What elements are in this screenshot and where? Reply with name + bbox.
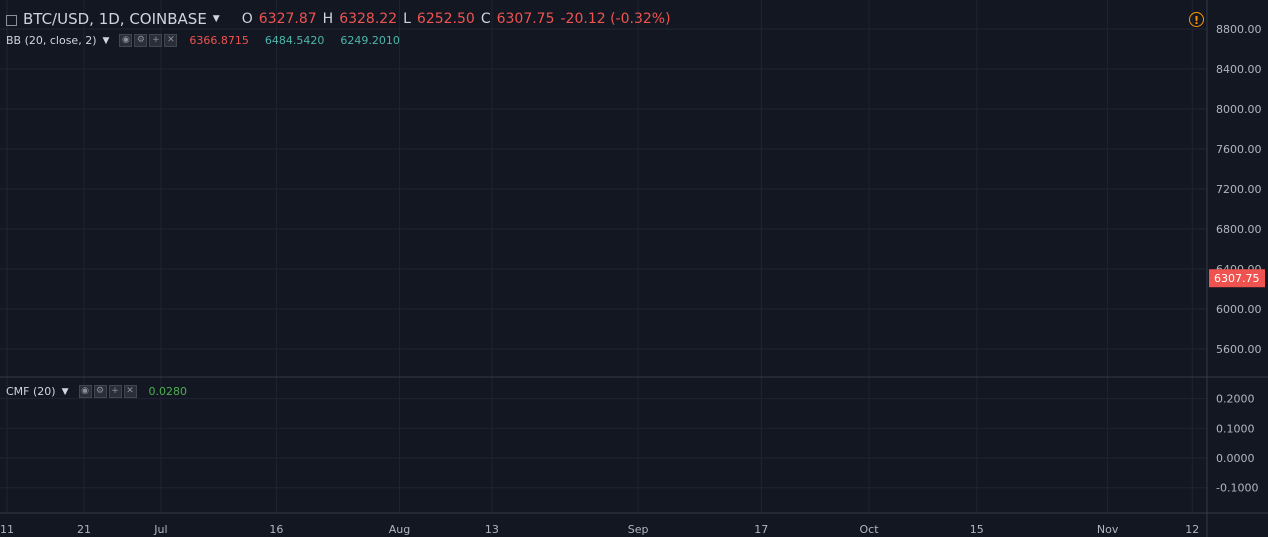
bb-basis-value: 6366.8715 bbox=[189, 34, 249, 47]
close-icon[interactable]: ✕ bbox=[123, 385, 137, 398]
open-label: O bbox=[241, 11, 253, 27]
chart-toggle-icon[interactable] bbox=[6, 14, 17, 26]
cmf-axis-label: 0.2000 bbox=[1216, 393, 1255, 406]
price-axis-label: 7200.00 bbox=[1216, 183, 1262, 196]
current-price-label: 6307.75 bbox=[1214, 272, 1260, 285]
bb-lower-value: 6249.2010 bbox=[340, 34, 400, 47]
symbol-title[interactable]: BTC/USD, 1D, COINBASE bbox=[23, 10, 207, 28]
price-axis-label: 6000.00 bbox=[1216, 303, 1262, 316]
high-value: 6328.22 bbox=[339, 11, 398, 27]
settings-icon[interactable]: ⚙ bbox=[134, 34, 148, 47]
close-label: C bbox=[480, 11, 491, 27]
cmf-axis-label: 0.0000 bbox=[1216, 452, 1255, 465]
cmf-legend: CMF (20) ▼ ◉ ⚙ + ✕ 0.0280 bbox=[6, 385, 187, 398]
symbol-legend: BTC/USD, 1D, COINBASE ▼ O 6327.87 H 6328.2… bbox=[6, 10, 671, 28]
settings-icon[interactable]: ⚙ bbox=[93, 385, 107, 398]
add-icon[interactable]: + bbox=[108, 385, 122, 398]
time-axis-label: 12 bbox=[1185, 523, 1199, 536]
time-axis-label: 21 bbox=[77, 523, 91, 536]
close-icon[interactable]: ✕ bbox=[164, 34, 178, 47]
time-axis-label: Sep bbox=[628, 523, 649, 536]
open-value: 6327.87 bbox=[258, 11, 317, 27]
high-label: H bbox=[322, 11, 334, 27]
price-axis-label: 6800.00 bbox=[1216, 223, 1262, 236]
time-axis-label: 11 bbox=[0, 523, 14, 536]
time-axis-label: Aug bbox=[389, 523, 410, 536]
current-price-tag bbox=[1209, 269, 1265, 288]
visibility-icon[interactable]: ◉ bbox=[119, 34, 133, 47]
time-axis-label: 16 bbox=[269, 523, 283, 536]
chevron-down-icon[interactable]: ▼ bbox=[212, 14, 220, 24]
low-label: L bbox=[403, 11, 411, 27]
price-axis-label: 7600.00 bbox=[1216, 143, 1262, 156]
price-axis-label: 8000.00 bbox=[1216, 103, 1262, 116]
bb-upper-value: 6484.5420 bbox=[264, 34, 325, 47]
change-value: -20.12 (-0.32%) bbox=[560, 11, 671, 27]
cmf-axis-label: -0.1000 bbox=[1216, 482, 1258, 495]
time-axis-label: 15 bbox=[970, 523, 984, 536]
cmf-axis-label: 0.1000 bbox=[1216, 422, 1255, 435]
alert-icon[interactable]: ! bbox=[1189, 12, 1204, 27]
price-axis-label: 8400.00 bbox=[1216, 63, 1262, 76]
bb-name[interactable]: BB (20, close, 2) bbox=[6, 34, 97, 47]
price-axis-label: 8800.00 bbox=[1216, 23, 1262, 36]
close-value: 6307.75 bbox=[496, 11, 555, 27]
chevron-down-icon[interactable]: ▼ bbox=[61, 386, 69, 397]
time-axis-label: Oct bbox=[860, 523, 880, 536]
time-axis-label: Jul bbox=[153, 523, 167, 536]
bb-legend: BB (20, close, 2) ▼ ◉ ⚙ + ✕ 6366.8715 64… bbox=[6, 34, 410, 47]
price-axis-label: 5600.00 bbox=[1216, 343, 1262, 356]
time-axis-label: 17 bbox=[754, 523, 768, 536]
add-icon[interactable]: + bbox=[149, 34, 163, 47]
low-value: 6252.50 bbox=[416, 11, 475, 27]
cmf-name[interactable]: CMF (20) bbox=[6, 385, 56, 398]
chevron-down-icon[interactable]: ▼ bbox=[102, 35, 110, 46]
visibility-icon[interactable]: ◉ bbox=[78, 385, 92, 398]
time-axis-label: Nov bbox=[1097, 523, 1119, 536]
cmf-value: 0.0280 bbox=[148, 385, 188, 398]
time-axis-label: 13 bbox=[485, 523, 499, 536]
